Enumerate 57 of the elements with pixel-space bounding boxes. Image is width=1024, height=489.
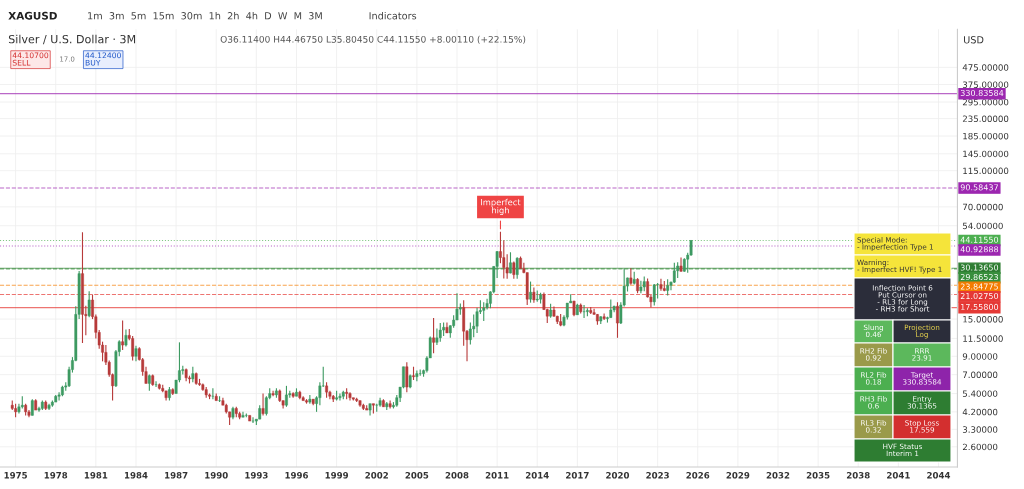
ref-line-label: 90.58437 xyxy=(960,184,998,191)
y-tick-label: 54.00000 xyxy=(962,222,1003,230)
y-tick-label: 4.20000 xyxy=(962,408,998,416)
ref-line-label: 30.13650 xyxy=(960,264,999,271)
y-tick-label: 375.00000 xyxy=(962,81,1009,88)
text: XAGUSD xyxy=(8,11,57,20)
y-tick-label: 235.00000 xyxy=(962,115,1009,122)
y-tick-label: 15.00000 xyxy=(963,315,1003,323)
ref-line-label: 40.92888 xyxy=(960,246,999,253)
y-tick-label: 7.00000 xyxy=(963,371,998,379)
x-tick-label: 2026 xyxy=(686,472,710,479)
y-tick-label: 70.00000 xyxy=(963,203,1003,211)
x-tick-label: 2011 xyxy=(485,472,509,479)
x-tick-label: 2005 xyxy=(405,472,429,479)
x-tick-label: 2014 xyxy=(525,472,549,479)
x-tick-label: 1978 xyxy=(44,472,68,479)
x-tick-label: 1984 xyxy=(124,472,148,479)
y-tick-label: 145.00000 xyxy=(963,150,1009,158)
x-tick-label: 2008 xyxy=(445,472,469,479)
x-tick-label: 1975 xyxy=(4,472,27,479)
ref-line-label: 44.11550 xyxy=(960,236,999,243)
annotation: Imperfect high xyxy=(481,198,521,215)
y-tick-label: 3.30000 xyxy=(962,426,998,433)
ref-line-label: 330.83584 xyxy=(960,89,1004,97)
x-tick-label: 2020 xyxy=(606,472,630,479)
x-tick-label: 2041 xyxy=(887,472,910,479)
x-tick-label: 2035 xyxy=(806,472,830,479)
x-tick-label: 1990 xyxy=(205,472,228,479)
x-tick-label: 1981 xyxy=(84,472,108,479)
x-tick-label: 1987 xyxy=(165,472,188,479)
y-tick-label: 2.60000 xyxy=(962,443,998,451)
chart-title: Silver / U.S. Dollar · 3M xyxy=(8,34,136,45)
x-tick-label: 1996 xyxy=(285,472,308,479)
x-tick-label: 1993 xyxy=(245,472,268,479)
x-tick-label: 2017 xyxy=(566,472,589,479)
y-tick-label: 115.00000 xyxy=(963,167,1009,175)
y-tick-label: 295.00000 xyxy=(962,98,1009,106)
text: 1m 3m 5m 15m 30m 1h 2h 4h D W M 3M xyxy=(88,11,322,20)
x-tick-label: 2038 xyxy=(846,472,870,479)
y-tick-label: 11.50000 xyxy=(963,335,1003,342)
y-tick-label: 475.00000 xyxy=(962,64,1009,71)
x-tick-label: 2044 xyxy=(927,472,951,479)
text: O36.11400 H44.46750 L35.80450 C44.11550 +8.00110 (+22.15%) xyxy=(220,35,526,44)
x-tick-label: 2023 xyxy=(646,472,669,479)
ref-line-label: 21.02750 xyxy=(960,292,999,300)
ref-line-label: 23.84775 xyxy=(960,283,998,290)
ref-line-label: 17.55800 xyxy=(961,303,999,310)
y-tick-label: 185.00000 xyxy=(963,132,1009,140)
y-tick-label: 5.40000 xyxy=(962,390,998,397)
ref-line-label: 29.86523 xyxy=(960,273,999,281)
x-tick-label: 2029 xyxy=(726,472,750,479)
x-tick-label: 2032 xyxy=(766,472,790,479)
x-tick-label: 1999 xyxy=(325,472,349,479)
x-tick-label: 2002 xyxy=(365,472,388,479)
text: Indicators xyxy=(369,11,417,20)
y-axis-title: USD xyxy=(964,36,984,44)
y-tick-label: 9.00000 xyxy=(962,353,998,360)
